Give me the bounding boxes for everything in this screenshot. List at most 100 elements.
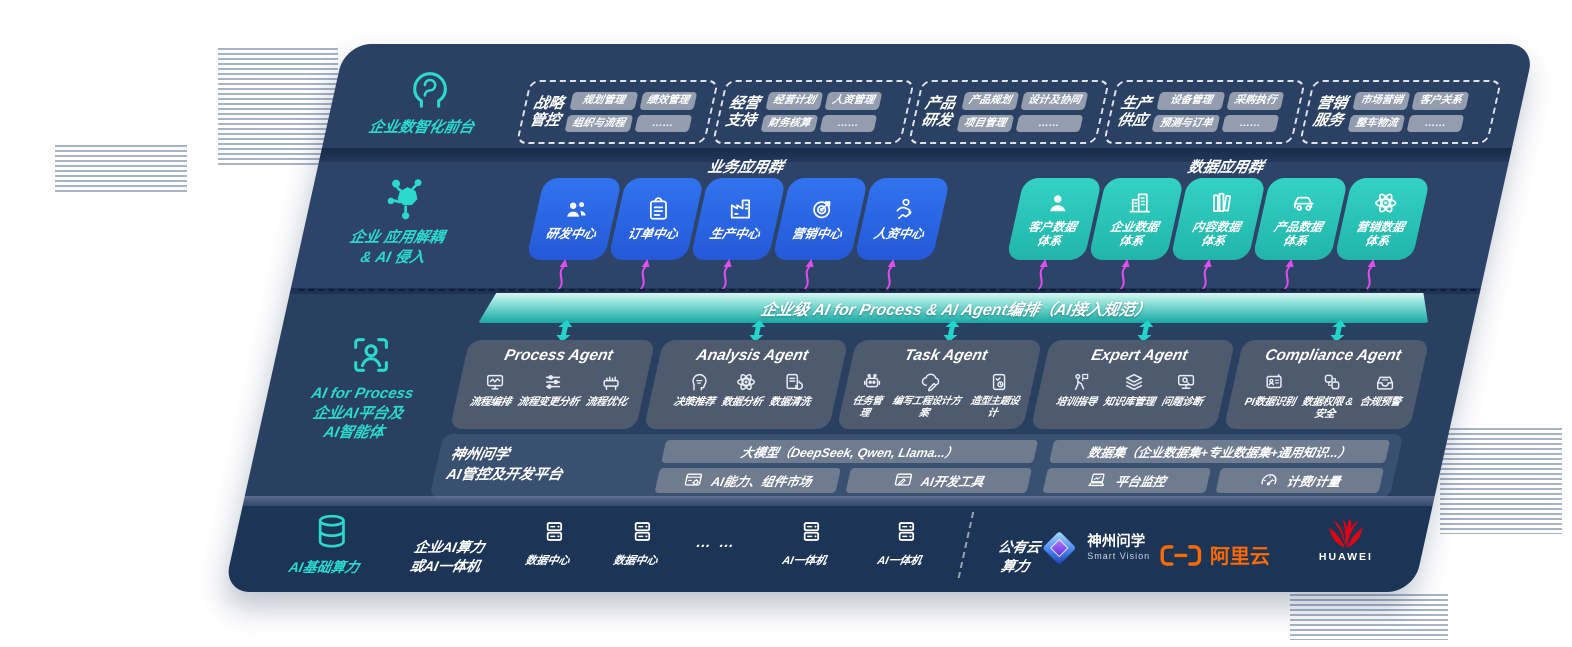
flow-arrow bbox=[557, 259, 568, 290]
diamond-logo bbox=[1039, 528, 1079, 568]
tag: 经营计划 bbox=[765, 91, 824, 110]
front-office-label: 企业数智化前台 bbox=[367, 119, 476, 136]
data-boxes: 客户数据 体系 企业数据 体系 内容数据 体系 产品数据 体系 营销数据 体系 bbox=[1006, 178, 1431, 260]
huawei-logo bbox=[1325, 518, 1367, 548]
access-spec-dashed-line bbox=[298, 289, 1477, 291]
vendor-huawei: HUAWEI bbox=[1319, 518, 1373, 563]
platform-dataset-column: 数据集（企业数据集+专业数据集+通用知识...） 平台监控 计费/计量 bbox=[1042, 439, 1391, 493]
car-icon bbox=[1291, 190, 1317, 216]
machine-icon bbox=[600, 371, 622, 393]
infra-node: 数据中心 bbox=[502, 518, 601, 568]
flow-arrow bbox=[1201, 259, 1212, 290]
agent-item-label: 流程优化 bbox=[584, 396, 629, 408]
agent-item: 编写工程设计方案 bbox=[886, 371, 970, 419]
scan-person-icon bbox=[348, 332, 394, 378]
building-icon bbox=[1127, 190, 1153, 216]
tag: 设计及协同 bbox=[1020, 91, 1089, 110]
group-operation: 经营 支持 经营计划 人资管理 财务核算 …… bbox=[711, 80, 915, 144]
server-icon bbox=[892, 518, 919, 545]
agent-card-process: Process Agent 流程编排 流程变更分析 流程优化 bbox=[449, 340, 655, 430]
flow-arrow bbox=[1119, 259, 1130, 290]
ai-platform-label: AI for Process 企业AI平台及 AI智能体 bbox=[301, 384, 416, 443]
diagnose-icon bbox=[1176, 371, 1198, 393]
tag: …… bbox=[1406, 114, 1465, 133]
agent-items: 培训指导 知识库管理 问题诊断 bbox=[1041, 371, 1223, 408]
agent-title: Task Agent bbox=[902, 347, 990, 364]
agent-item: 任务管理 bbox=[845, 371, 892, 419]
agent-item: 问题诊断 bbox=[1160, 371, 1209, 408]
agent-item-label: 数据分析 bbox=[720, 396, 764, 408]
hr-icon bbox=[891, 196, 917, 222]
dataset-bar: 数据集（企业数据集+专业数据集+通用知识...） bbox=[1049, 439, 1391, 463]
ai-platform-line3: AI智能体 bbox=[321, 424, 386, 441]
data-box-label: 内容数据 体系 bbox=[1190, 219, 1243, 248]
group-tags: 市场营销 客户关系 整车物流 …… bbox=[1347, 91, 1470, 133]
target-icon bbox=[809, 196, 835, 222]
center-box-label: 订单中心 bbox=[626, 227, 680, 242]
tool-pills: 平台监控 计费/计量 bbox=[1042, 467, 1385, 493]
tool-pills: AI能力、组件市场 AI开发工具 bbox=[654, 467, 1033, 493]
data-box: 营销数据 体系 bbox=[1334, 178, 1431, 260]
group-name: 生产 供应 bbox=[1115, 94, 1154, 129]
agent-item-label: PI数据识别 bbox=[1243, 396, 1297, 408]
tool-pill-label: AI开发工具 bbox=[919, 474, 986, 489]
group-strategy: 战略 管控 规划管理 绩效管理 组织与流程 …… bbox=[515, 80, 719, 144]
vendor-smartvision: 神州问学 Smart Vision bbox=[1039, 528, 1150, 568]
agent-title: Compliance Agent bbox=[1263, 347, 1403, 364]
agent-item: 合规预警 bbox=[1356, 371, 1408, 420]
app-decoupling-line2: & AI 侵入 bbox=[358, 248, 427, 266]
tool-pill: 计费/计量 bbox=[1215, 467, 1385, 493]
agent-item-label: 编写工程设计方案 bbox=[891, 396, 962, 419]
server-icon bbox=[628, 518, 655, 545]
agent-item: 数据权限 & 安全 bbox=[1298, 371, 1360, 420]
tag: 市场营销 bbox=[1352, 91, 1411, 110]
flow-arrow bbox=[721, 259, 732, 290]
ai-platform-line1: AI for Process bbox=[309, 385, 416, 402]
doc-refresh-icon bbox=[783, 371, 805, 393]
tool-pill: 平台监控 bbox=[1042, 467, 1212, 493]
tool-pill-label: 计费/计量 bbox=[1285, 474, 1342, 489]
agent-card-analysis: Analysis Agent 决策推荐 数据分析 数据清洗 bbox=[643, 340, 849, 430]
tag: 绩效管理 bbox=[638, 91, 697, 110]
gauge-icon bbox=[1257, 470, 1281, 490]
flow-arrow bbox=[639, 259, 650, 290]
group-name: 产品 研发 bbox=[919, 94, 958, 129]
vendor-aliyun: 阿里云 bbox=[1160, 540, 1270, 569]
agent-card-compliance: Compliance Agent PI数据识别 数据权限 & 安全 合规预警 bbox=[1223, 340, 1430, 430]
data-box-label: 产品数据 体系 bbox=[1272, 219, 1325, 248]
agent-item-label: 数据清洗 bbox=[768, 396, 812, 408]
double-arrow bbox=[1137, 320, 1154, 342]
center-box: 订单中心 bbox=[608, 178, 705, 260]
data-box: 内容数据 体系 bbox=[1170, 178, 1267, 260]
cloud-pen-icon bbox=[920, 371, 942, 393]
agent-items: PI数据识别 数据权限 & 安全 合规预警 bbox=[1232, 371, 1416, 420]
tool-pill-label: AI能力、组件市场 bbox=[709, 474, 814, 489]
center-box-label: 营销中心 bbox=[790, 227, 844, 242]
tag: 人资管理 bbox=[824, 91, 883, 110]
center-box: 研发中心 bbox=[526, 178, 623, 260]
vendor-name: 神州问学 bbox=[1087, 534, 1146, 551]
tag: …… bbox=[1221, 114, 1280, 133]
rail-ai-platform: AI for Process 企业AI平台及 AI智能体 bbox=[257, 332, 471, 443]
tool-pill-label: 平台监控 bbox=[1113, 474, 1168, 489]
data-apps-header: 数据应用群 bbox=[1186, 159, 1266, 176]
stripes-decoration-right bbox=[1440, 428, 1562, 534]
business-apps-header: 业务应用群 bbox=[706, 159, 786, 176]
agent-item-label: 数据权限 & 安全 bbox=[1300, 396, 1355, 421]
tool-pill: AI开发工具 bbox=[845, 467, 1033, 493]
infra-node-label: 数据中心 bbox=[524, 555, 571, 567]
stripes-decoration-top-left bbox=[218, 48, 338, 168]
group-tags: 经营计划 人资管理 财务核算 …… bbox=[760, 91, 883, 133]
agent-title: Analysis Agent bbox=[694, 347, 810, 364]
tag: 项目管理 bbox=[956, 114, 1014, 133]
rail-infra: AI基础算力 bbox=[227, 512, 431, 576]
platform-label-line1: 神州问学 bbox=[449, 447, 511, 464]
data-box: 产品数据 体系 bbox=[1252, 178, 1349, 260]
agent-item: 流程编排 bbox=[469, 371, 518, 408]
window-gear-icon bbox=[682, 470, 706, 490]
double-arrow bbox=[943, 320, 960, 342]
data-box-label: 营销数据 体系 bbox=[1354, 219, 1407, 248]
layers-icon bbox=[1123, 371, 1145, 393]
stripes-decoration-left bbox=[55, 145, 187, 195]
double-arrow bbox=[556, 320, 573, 342]
